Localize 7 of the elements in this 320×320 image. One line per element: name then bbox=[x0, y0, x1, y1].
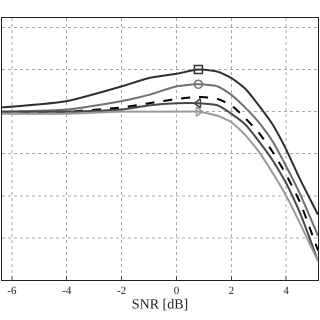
x-tick-label: 0 bbox=[174, 285, 180, 298]
x-tick-label: -4 bbox=[62, 285, 72, 298]
x-axis-title: SNR [dB] bbox=[132, 298, 188, 312]
x-tick-label: 4 bbox=[283, 285, 290, 298]
x-tick-label: -2 bbox=[117, 285, 126, 298]
x-tick-label: 2 bbox=[228, 285, 234, 298]
x-tick-label: -6 bbox=[7, 285, 17, 298]
